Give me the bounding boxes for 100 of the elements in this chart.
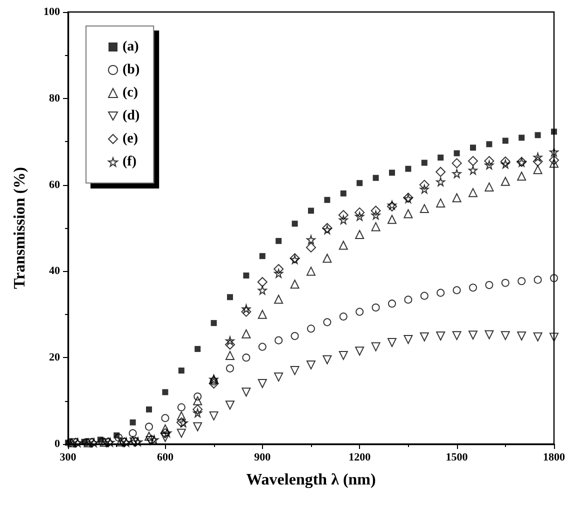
x-tick-label: 1800 (543, 452, 566, 464)
point (517, 172, 526, 181)
point (193, 408, 202, 418)
point (308, 208, 314, 214)
point (66, 438, 74, 447)
point (146, 406, 152, 412)
point (324, 196, 330, 203)
point (177, 403, 186, 412)
point (354, 207, 365, 218)
point (208, 378, 219, 389)
point (100, 438, 109, 447)
point (274, 294, 284, 304)
legend-label: (b) (122, 62, 140, 78)
point (70, 438, 81, 448)
point (292, 220, 298, 227)
point (355, 212, 364, 221)
point (242, 304, 251, 314)
point (276, 238, 282, 244)
point (210, 320, 217, 326)
point (106, 438, 115, 447)
point (194, 346, 201, 352)
point (242, 329, 251, 338)
point (500, 176, 510, 186)
point (338, 210, 348, 220)
point (290, 280, 300, 289)
legend-label: (f) (122, 154, 137, 170)
point (160, 433, 170, 442)
point (468, 330, 478, 340)
point (452, 286, 461, 294)
point (469, 284, 477, 292)
point (89, 438, 98, 448)
point (420, 332, 429, 342)
point (118, 438, 127, 447)
point (73, 438, 82, 448)
point (226, 364, 234, 372)
point (161, 414, 170, 422)
point (176, 411, 186, 420)
point (243, 272, 250, 279)
point (116, 437, 125, 446)
point (532, 156, 543, 166)
point (550, 147, 558, 156)
point (306, 360, 316, 370)
point (193, 422, 202, 432)
y-tick-label: 100 (44, 6, 60, 18)
point (274, 268, 284, 278)
point (436, 166, 446, 177)
point (338, 240, 348, 250)
point (98, 437, 106, 446)
point (518, 277, 526, 286)
point (119, 437, 130, 448)
point (210, 377, 218, 386)
point (178, 368, 184, 374)
point (82, 438, 90, 446)
point (404, 334, 413, 344)
point (338, 350, 348, 360)
legend-label: (c) (122, 86, 138, 100)
point (436, 177, 446, 186)
point (550, 158, 558, 168)
legend-label: (d) (122, 108, 140, 124)
point (517, 332, 526, 340)
point (122, 438, 131, 447)
point (209, 411, 218, 420)
point (372, 174, 379, 181)
point (420, 204, 429, 214)
point (225, 340, 235, 350)
y-tick-label: 80 (49, 92, 60, 104)
point (130, 419, 136, 426)
x-tick-label: 600 (156, 452, 174, 464)
point (306, 235, 316, 244)
point (340, 190, 346, 196)
point (436, 288, 445, 297)
point (452, 331, 462, 340)
point (227, 294, 233, 300)
y-axis-title: Transmission (%) (12, 167, 28, 289)
point (468, 188, 478, 198)
point (258, 342, 266, 351)
point (404, 296, 412, 304)
point (274, 264, 284, 274)
point (162, 428, 172, 438)
point (258, 379, 267, 388)
point (146, 434, 157, 445)
point (550, 332, 558, 342)
point (484, 182, 494, 192)
point (405, 166, 412, 172)
point (551, 128, 557, 135)
point (550, 274, 558, 282)
point (371, 222, 380, 232)
point (533, 165, 542, 174)
point (242, 354, 250, 362)
point (533, 332, 542, 342)
point (150, 435, 159, 444)
point (133, 437, 142, 446)
point (484, 156, 494, 166)
point (356, 180, 363, 186)
point (356, 308, 364, 316)
point (454, 150, 460, 156)
point (307, 324, 315, 333)
point (419, 180, 430, 190)
point (470, 144, 476, 151)
point (436, 332, 446, 340)
